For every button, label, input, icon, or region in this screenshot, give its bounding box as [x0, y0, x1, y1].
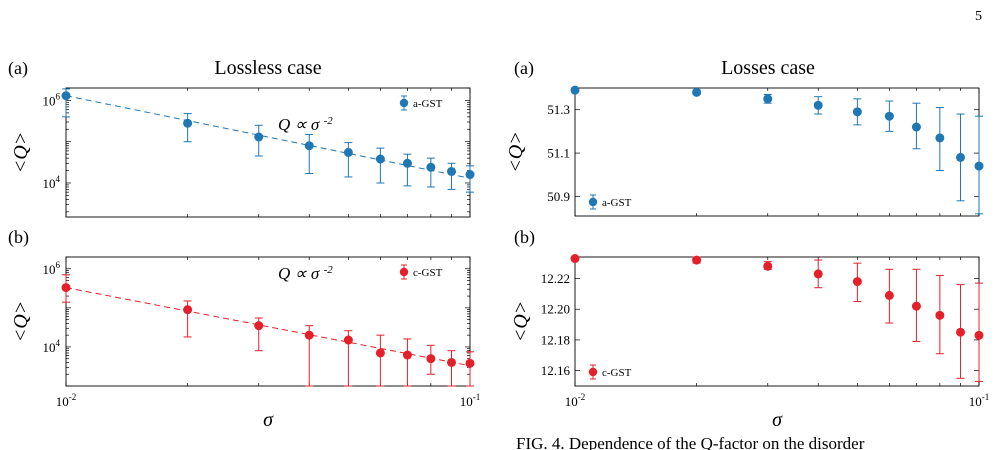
data-point — [974, 161, 984, 171]
y-axis-label: <Q> — [10, 301, 32, 342]
legend-label: c-GST — [602, 367, 632, 379]
legend-marker — [399, 267, 409, 277]
data-point — [935, 310, 945, 320]
data-point — [813, 269, 823, 279]
y-tick-label: 50.9 — [547, 189, 570, 204]
y-tick-label: 12.20 — [541, 302, 570, 317]
data-point — [852, 107, 862, 117]
x-axis-label: σ — [263, 409, 274, 431]
data-point — [911, 122, 921, 132]
data-point — [935, 133, 945, 143]
panel-title: Losses case — [721, 57, 815, 79]
data-point — [402, 350, 412, 360]
axes-frame — [65, 87, 471, 218]
data-point — [61, 283, 71, 293]
data-point — [852, 277, 862, 287]
data-point — [447, 166, 457, 176]
data-point — [254, 321, 264, 331]
data-point — [692, 255, 702, 265]
data-point — [465, 358, 475, 368]
x-tick-label: 10-2 — [56, 392, 77, 409]
data-point — [343, 335, 353, 345]
y-tick-label: 104 — [43, 338, 61, 355]
data-point — [763, 94, 773, 104]
y-axis-label: <Q> — [510, 301, 532, 342]
y-tick-label: 51.1 — [547, 146, 570, 161]
y-tick-label: 12.16 — [541, 363, 571, 378]
data-point — [304, 330, 314, 340]
y-tick-label: 104 — [43, 174, 61, 191]
x-tick-label: 10-1 — [969, 392, 990, 409]
data-point — [974, 330, 984, 340]
data-point — [884, 290, 894, 300]
legend-marker — [588, 367, 598, 377]
chart-losses-a: 50.9 51.1 51.3 (a) Losses case <Q> a-GST — [505, 57, 984, 217]
y-axis-label: <Q> — [10, 132, 32, 173]
fit-line — [65, 287, 471, 367]
legend-label: a-GST — [602, 197, 632, 209]
chart-lossless-a: 104 106 (a) Lossless case <Q> Q ∝ σ -2 a-GST — [8, 57, 475, 218]
x-tick-label: 10-2 — [565, 392, 586, 409]
panel-tag: (a) — [8, 58, 28, 79]
scaling-annotation: Q ∝ σ -2 — [278, 115, 333, 134]
y-tick-label: 106 — [43, 260, 61, 277]
figure-caption: FIG. 4. Dependence of the Q-factor on th… — [516, 434, 865, 450]
data-point — [426, 162, 436, 172]
page-number: 5 — [975, 9, 982, 24]
data-point — [465, 170, 475, 180]
panel-tag: (a) — [514, 58, 534, 79]
chart-losses-b: 12.16 12.18 12.20 12.22 10-2 10-1 (b) <Q> σ c-GST — [510, 227, 989, 431]
panel-tag: (b) — [514, 227, 535, 248]
legend-marker — [588, 197, 598, 207]
axes-frame — [65, 256, 471, 387]
fit-line — [65, 95, 471, 179]
data-point — [402, 158, 412, 168]
data-point — [570, 85, 580, 95]
data-point — [183, 118, 193, 128]
data-point — [570, 254, 580, 264]
y-axis-label: <Q> — [505, 131, 527, 172]
data-point — [426, 354, 436, 364]
data-point — [254, 132, 264, 142]
data-point — [884, 111, 894, 121]
data-point — [447, 357, 457, 367]
panel-title: Lossless case — [214, 57, 321, 79]
data-point — [956, 152, 966, 162]
y-tick-label: 12.22 — [541, 271, 570, 286]
y-tick-label: 106 — [43, 91, 61, 108]
panel-tag: (b) — [8, 227, 29, 248]
data-point — [375, 348, 385, 358]
x-tick-label: 10-1 — [460, 392, 481, 409]
data-point — [692, 87, 702, 97]
data-point — [61, 91, 71, 101]
y-tick-label: 51.3 — [547, 102, 570, 117]
data-point — [763, 261, 773, 271]
data-point — [813, 100, 823, 110]
x-axis-label: σ — [772, 409, 783, 431]
data-point — [304, 141, 314, 151]
y-tick-label: 12.18 — [541, 332, 570, 347]
legend-label: a-GST — [413, 98, 443, 110]
legend-label: c-GST — [413, 267, 443, 279]
scaling-annotation: Q ∝ σ -2 — [278, 264, 333, 283]
legend-marker — [399, 98, 409, 108]
data-point — [183, 305, 193, 315]
data-point — [911, 301, 921, 311]
data-point — [375, 154, 385, 164]
data-point — [956, 327, 966, 337]
axes-frame — [574, 256, 980, 387]
chart-lossless-b: 104 106 10-2 10-1 (b) <Q> σ Q ∝ σ -2 c-GST — [8, 227, 480, 431]
axes-frame — [574, 87, 980, 217]
data-point — [343, 147, 353, 157]
